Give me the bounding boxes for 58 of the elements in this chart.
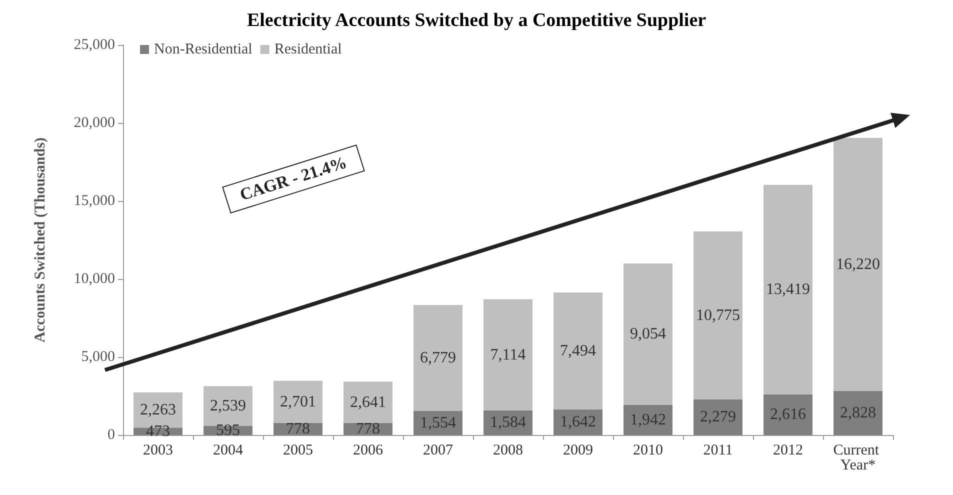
y-axis-title: Accounts Switched (Thousands)	[32, 137, 48, 343]
bar	[414, 305, 462, 411]
data-label: 9,054	[630, 326, 666, 343]
data-label: 10,775	[696, 306, 740, 324]
y-tick-label: 5,000	[81, 349, 115, 365]
bar	[274, 380, 322, 423]
data-label: 2,641	[350, 394, 386, 411]
x-tick-label: Current Year*	[833, 442, 883, 474]
chart-title: Electricity Accounts Switched by a Competitive Supplier	[246, 10, 707, 31]
annotation: CAGR - 21.4%	[222, 144, 365, 214]
data-label: 778	[286, 420, 310, 438]
data-label: 2,828	[840, 404, 876, 422]
legend-label: Non-Residential	[154, 42, 252, 58]
data-label: 7,114	[490, 346, 526, 364]
x-tick-label: 2012	[773, 442, 803, 458]
x-tick-label: 2003	[143, 442, 173, 458]
data-label: 1,942	[630, 411, 666, 428]
data-label: 2,279	[700, 408, 736, 426]
data-label: 595	[216, 422, 240, 439]
y-tick-label: 10,000	[74, 271, 115, 287]
data-label: 778	[356, 420, 380, 438]
bar	[624, 263, 672, 405]
x-tick-label: 2011	[703, 442, 733, 458]
bar	[764, 184, 812, 394]
y-tick-label: 25,000	[74, 37, 115, 53]
bar	[554, 292, 602, 410]
bar	[834, 138, 882, 391]
x-tick-label: 2010	[633, 442, 663, 458]
bar	[764, 394, 812, 435]
data-label: 1,554	[420, 414, 456, 432]
data-label: 1,642	[560, 414, 596, 431]
bar	[834, 390, 882, 435]
data-label: 2,263	[140, 401, 176, 418]
y-tick-label: 15,000	[74, 193, 115, 209]
x-tick-label: 2009	[563, 442, 593, 458]
y-tick-label: 0	[108, 427, 115, 443]
data-label: 2,701	[280, 393, 316, 410]
data-label: 13,419	[766, 281, 810, 298]
bar	[484, 299, 532, 410]
data-label: 2,539	[210, 397, 246, 414]
x-tick-label: 2006	[353, 442, 384, 458]
x-tick-label: 2004	[213, 442, 244, 458]
bar	[344, 382, 392, 423]
bar	[694, 231, 742, 400]
x-tick-label: 2007	[423, 442, 454, 458]
data-label: 473	[146, 422, 170, 440]
data-label: 2,616	[770, 406, 806, 424]
data-label: 1,584	[490, 414, 526, 432]
data-label: 7,494	[560, 342, 596, 360]
legend-label: Residential	[274, 42, 342, 58]
data-label: 16,220	[836, 256, 880, 273]
bar	[624, 404, 672, 435]
bar	[694, 399, 742, 435]
x-tick-label: 2005	[283, 442, 313, 458]
bar	[204, 386, 252, 426]
data-label: 6,779	[420, 349, 456, 366]
x-tick-label: 2008	[493, 442, 523, 458]
y-tick-label: 20,000	[74, 115, 115, 131]
